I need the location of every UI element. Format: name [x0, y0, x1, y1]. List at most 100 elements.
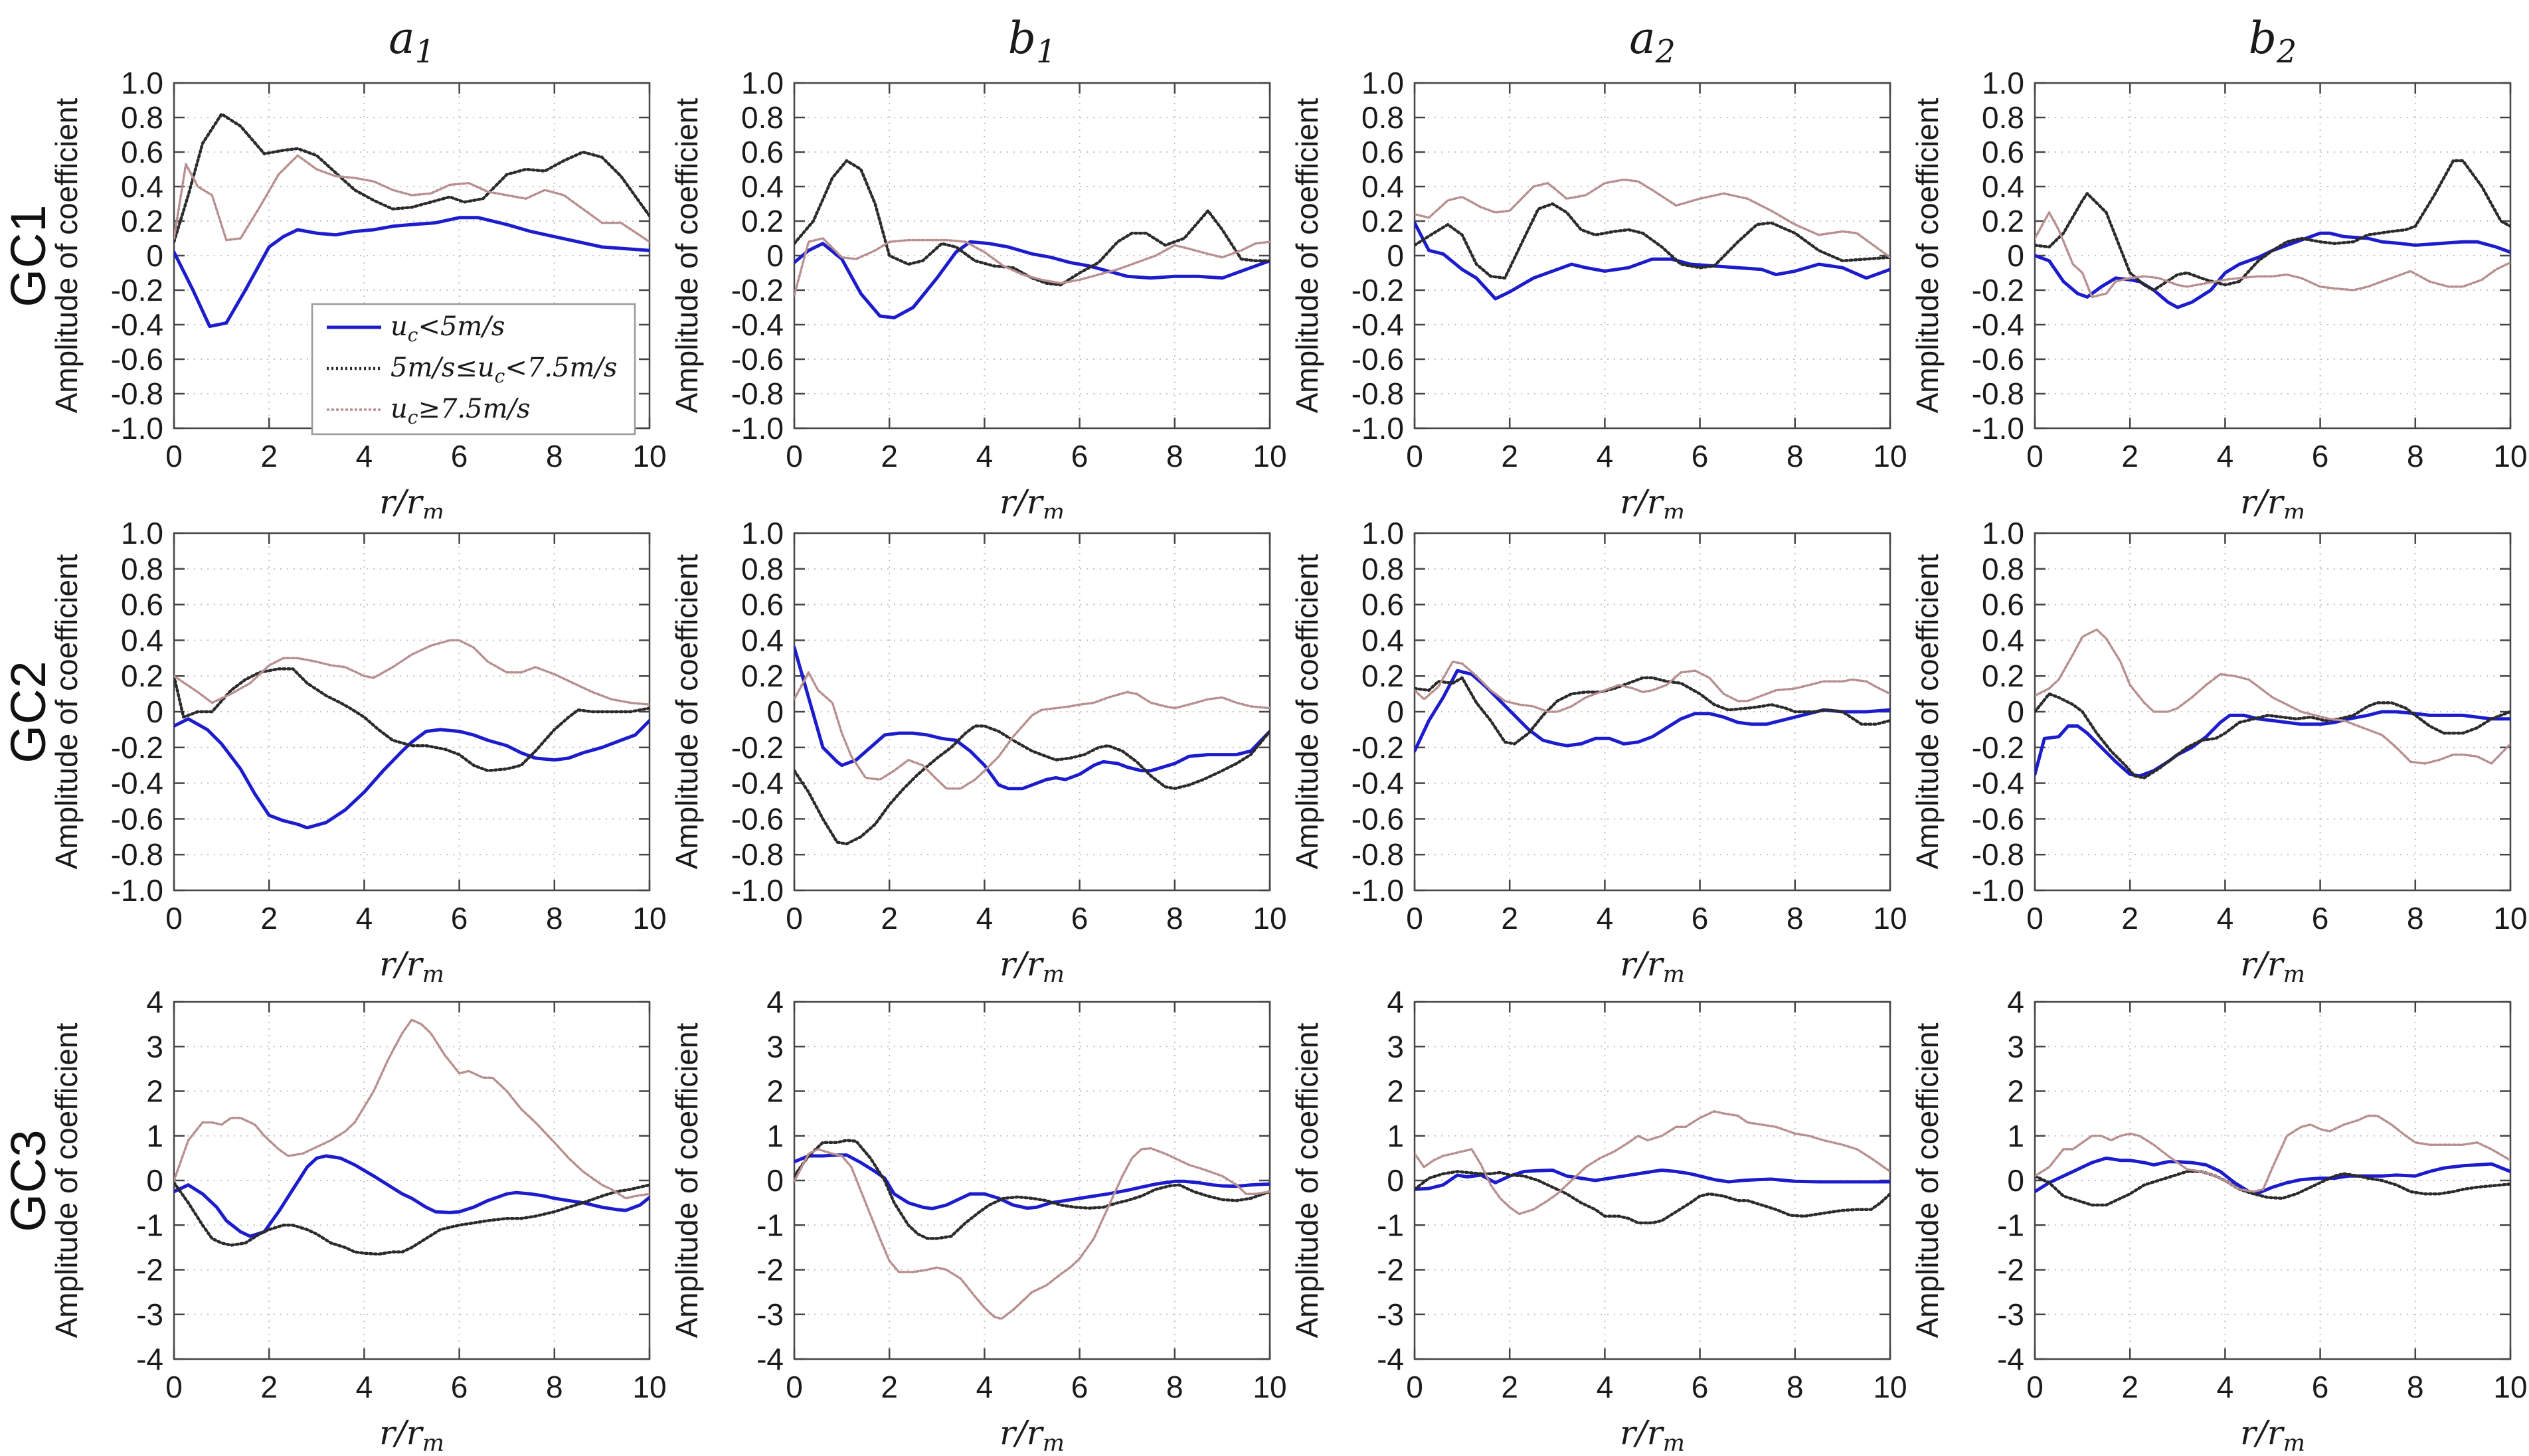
svg-text:2: 2: [2007, 1074, 2024, 1109]
svg-text:4: 4: [146, 987, 163, 1019]
svg-text:10: 10: [1253, 1370, 1286, 1404]
svg-text:0: 0: [2026, 901, 2044, 935]
svg-text:0.4: 0.4: [741, 623, 784, 657]
subplot-svg-gc1-a2: 1.00.80.60.40.20-0.2-0.4-0.6-0.8-1.00 2 4 6…: [1290, 13, 1907, 526]
svg-text:0.6: 0.6: [1361, 588, 1404, 622]
svg-text:-0.6: -0.6: [1352, 342, 1404, 376]
svg-text:0: 0: [1387, 238, 1404, 273]
svg-text:0.4: 0.4: [741, 169, 784, 204]
svg-text:4: 4: [1597, 901, 1614, 935]
svg-text:10: 10: [632, 901, 666, 935]
svg-text:10: 10: [1873, 901, 1907, 935]
svg-text:10: 10: [2493, 439, 2527, 473]
subplot-svg-gc1-b2: 1.00.80.60.40.20-0.2-0.4-0.6-0.8-1.00 2 4 6…: [1910, 13, 2528, 526]
y-axis-label: Amplitude of coefficient: [1290, 98, 1324, 413]
axes: [793, 82, 1271, 430]
svg-text:-1: -1: [1377, 1208, 1404, 1242]
svg-text:2: 2: [146, 1074, 163, 1109]
svg-text:-3: -3: [756, 1297, 784, 1332]
svg-text:6: 6: [2312, 901, 2329, 935]
svg-text:2: 2: [881, 901, 898, 935]
svg-text:0.2: 0.2: [741, 204, 784, 238]
svg-text:0.8: 0.8: [1361, 552, 1404, 586]
series-line-0: [1415, 221, 1890, 301]
svg-text:6: 6: [1071, 1370, 1089, 1404]
svg-text:2: 2: [1501, 901, 1518, 935]
svg-text:-1.0: -1.0: [731, 873, 784, 908]
series-line-1: [174, 667, 650, 773]
svg-text:2: 2: [260, 439, 278, 473]
svg-text:2: 2: [2121, 901, 2138, 935]
svg-text:0.6: 0.6: [1982, 135, 2024, 169]
svg-text:6: 6: [2312, 439, 2329, 473]
svg-text:8: 8: [2407, 439, 2424, 473]
svg-text:0.6: 0.6: [741, 588, 784, 622]
series-line-0: [794, 645, 1270, 791]
svg-text:4: 4: [1597, 1370, 1614, 1404]
svg-text:-0.4: -0.4: [731, 307, 784, 342]
svg-text:0: 0: [786, 1370, 803, 1404]
svg-text:3: 3: [766, 1029, 784, 1064]
svg-text:6: 6: [451, 901, 468, 935]
svg-text:10: 10: [2493, 901, 2527, 935]
svg-text:8: 8: [1787, 901, 1804, 935]
y-axis-label: Amplitude of coefficient: [669, 98, 704, 413]
x-axis-label: r/rm: [1000, 483, 1065, 519]
subplot-gc1-a2: 1.0 0.8 0.6 0.4 0.2 0 -0.2 -0.4 -0.6 -0.8 -1.0 0 2 4 6…: [1288, 0, 1909, 526]
svg-text:-0.6: -0.6: [111, 801, 163, 836]
axes: [1413, 82, 1891, 430]
svg-text:0.4: 0.4: [121, 169, 163, 204]
svg-text:4: 4: [356, 901, 373, 935]
svg-text:-0.8: -0.8: [1972, 376, 2024, 411]
svg-text:-1.0: -1.0: [111, 873, 163, 908]
svg-text:2: 2: [881, 439, 898, 473]
series-lines: [794, 645, 1270, 846]
series-line-2: [794, 671, 1270, 790]
svg-text:-0.8: -0.8: [1352, 376, 1404, 411]
series-lines: [174, 1018, 650, 1256]
svg-text:-2: -2: [136, 1253, 163, 1287]
svg-text:0.4: 0.4: [1361, 623, 1404, 657]
svg-text:6: 6: [2312, 1370, 2329, 1404]
svg-text:-0.2: -0.2: [111, 273, 163, 307]
legend-label-2: uc≥7.5m/s: [391, 394, 531, 428]
series-lines: [2035, 1114, 2510, 1207]
x-axis-label: r/rm: [1000, 1414, 1065, 1456]
axes: [2034, 1001, 2512, 1360]
svg-text:6: 6: [1692, 439, 1709, 473]
series-lines: [1415, 1110, 1890, 1225]
subplot-gc1-b2: 1.0 0.8 0.6 0.4 0.2 0 -0.2 -0.4 -0.6 -0.8 -1.0 0 2 4 6…: [1909, 0, 2529, 526]
svg-text:-1.0: -1.0: [1352, 873, 1404, 908]
x-axis-label: r/rm: [2240, 483, 2305, 519]
axes: [1413, 532, 1891, 892]
svg-text:-0.8: -0.8: [111, 837, 163, 872]
gridlines: [2035, 533, 2510, 890]
svg-text:-1.0: -1.0: [111, 411, 163, 445]
y-axis-label: Amplitude of coefficient: [1910, 554, 1945, 869]
svg-text:10: 10: [2493, 1370, 2527, 1404]
series-lines: [1415, 660, 1890, 753]
series-lines: [794, 159, 1270, 320]
svg-text:4: 4: [976, 439, 994, 473]
svg-text:4: 4: [1597, 439, 1614, 473]
svg-text:0: 0: [1387, 1163, 1404, 1198]
svg-text:-0.2: -0.2: [111, 730, 163, 765]
svg-text:-0.4: -0.4: [1972, 307, 2024, 342]
svg-text:0.8: 0.8: [1982, 552, 2024, 586]
svg-text:0: 0: [165, 901, 183, 935]
subplot-gc3-b1: 4 3 2 1 0 -1 -2 -3 -4 0 2 4 6 8 10 Amplitude of coeffic…: [668, 985, 1288, 1456]
svg-text:10: 10: [1253, 439, 1286, 473]
series-lines: [2035, 628, 2510, 779]
svg-text:3: 3: [2007, 1029, 2024, 1064]
svg-text:-1.0: -1.0: [731, 411, 784, 445]
y-axis-label: Amplitude of coefficient: [669, 1022, 704, 1338]
series-line-0: [174, 717, 650, 830]
svg-text:3: 3: [1387, 1029, 1404, 1064]
series-line-2: [2035, 628, 2510, 765]
series-line-2: [2035, 211, 2510, 299]
svg-text:-0.6: -0.6: [1352, 801, 1404, 836]
series-line-1: [1415, 202, 1890, 280]
subplot-title: b2: [2249, 13, 2297, 70]
